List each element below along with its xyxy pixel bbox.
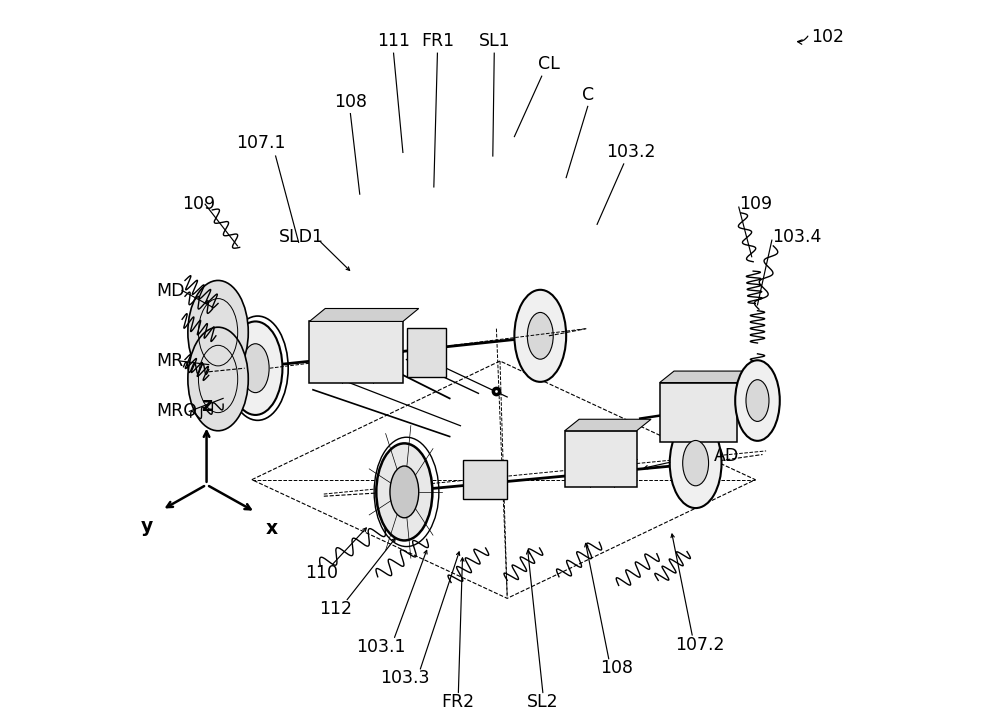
- Text: SL2: SL2: [527, 693, 559, 711]
- FancyBboxPatch shape: [565, 431, 637, 487]
- Text: 102: 102: [811, 28, 844, 46]
- Text: FR1: FR1: [421, 32, 454, 51]
- Text: C: C: [582, 85, 594, 103]
- Text: SL1: SL1: [478, 32, 510, 51]
- Text: MD: MD: [156, 282, 185, 300]
- Text: 108: 108: [334, 92, 367, 110]
- Text: z: z: [201, 396, 212, 415]
- Ellipse shape: [228, 321, 282, 415]
- Text: 109: 109: [182, 195, 215, 213]
- Ellipse shape: [514, 290, 566, 382]
- Ellipse shape: [683, 440, 709, 486]
- Polygon shape: [660, 371, 752, 383]
- FancyBboxPatch shape: [309, 321, 403, 383]
- Polygon shape: [309, 308, 419, 321]
- Polygon shape: [565, 419, 651, 431]
- Text: 112: 112: [320, 600, 353, 618]
- Text: 103.1: 103.1: [357, 638, 406, 656]
- Text: SLD1: SLD1: [278, 228, 323, 246]
- FancyBboxPatch shape: [660, 383, 737, 442]
- Text: CL: CL: [538, 56, 560, 74]
- Ellipse shape: [390, 466, 419, 518]
- Text: MRO: MRO: [156, 402, 197, 420]
- Ellipse shape: [527, 313, 553, 360]
- Text: 103.4: 103.4: [772, 228, 821, 246]
- Text: x: x: [266, 519, 278, 538]
- Text: MR: MR: [156, 352, 183, 370]
- Text: 111: 111: [377, 32, 410, 51]
- Text: 103.2: 103.2: [606, 143, 656, 161]
- Ellipse shape: [188, 327, 248, 431]
- Ellipse shape: [735, 360, 780, 441]
- Ellipse shape: [188, 280, 248, 384]
- Text: 107.2: 107.2: [675, 636, 725, 653]
- Text: FR2: FR2: [442, 693, 475, 711]
- Ellipse shape: [242, 344, 269, 393]
- Text: 110: 110: [305, 564, 338, 582]
- Ellipse shape: [746, 380, 769, 422]
- Text: AD: AD: [714, 447, 740, 465]
- Ellipse shape: [670, 418, 722, 508]
- Text: 103.3: 103.3: [380, 669, 430, 687]
- Ellipse shape: [376, 443, 432, 541]
- Text: y: y: [140, 517, 153, 536]
- Text: 109: 109: [739, 195, 772, 213]
- FancyBboxPatch shape: [463, 459, 507, 499]
- FancyBboxPatch shape: [407, 328, 446, 377]
- Text: 108: 108: [600, 659, 633, 677]
- Text: 107.1: 107.1: [236, 134, 286, 152]
